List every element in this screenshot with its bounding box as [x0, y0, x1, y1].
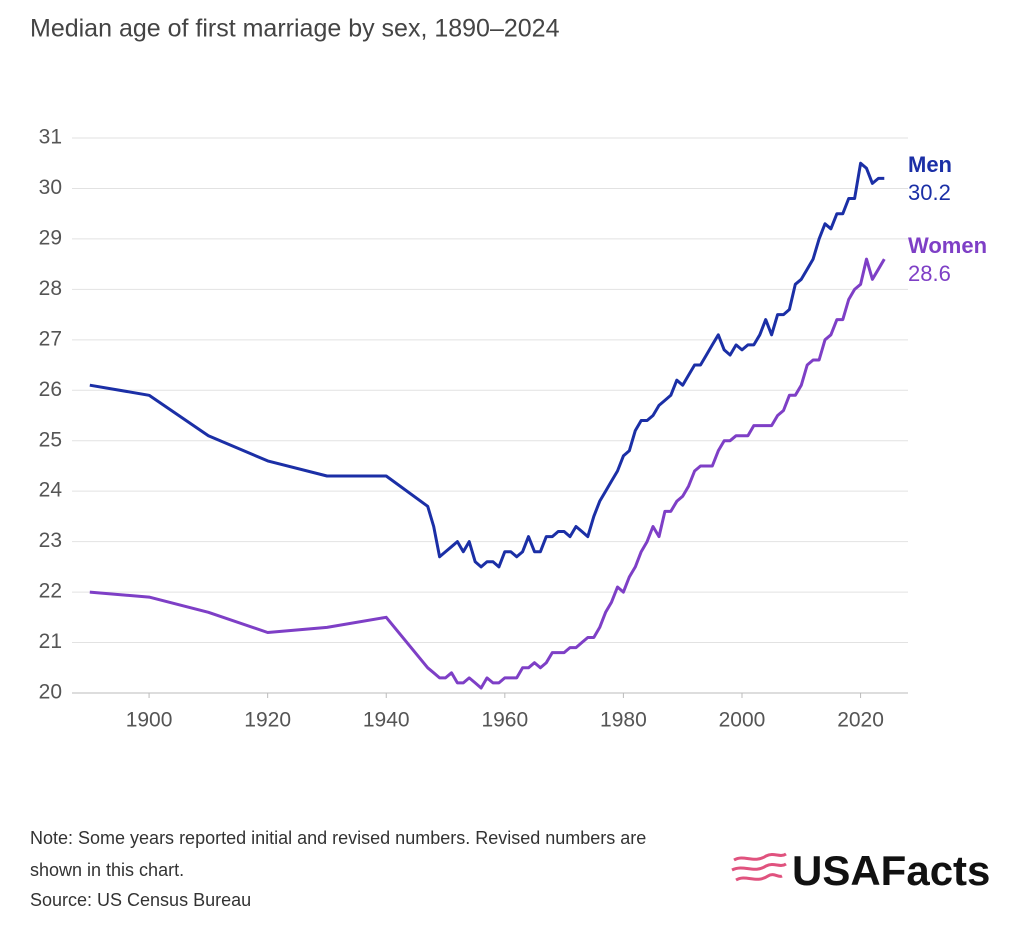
logo-text: USAFacts — [792, 847, 990, 894]
series-end-value: 30.2 — [908, 180, 951, 205]
y-tick-label: 31 — [39, 126, 62, 149]
y-tick-label: 24 — [39, 479, 63, 502]
y-tick-label: 29 — [39, 226, 62, 249]
logo: USAFacts — [731, 847, 990, 894]
y-tick-label: 30 — [39, 176, 62, 199]
series-label: Women — [908, 233, 987, 258]
y-tick-label: 27 — [39, 327, 62, 350]
chart-title: Median age of first marriage by sex, 189… — [30, 15, 560, 43]
x-tick-label: 1900 — [126, 709, 173, 732]
x-tick-label: 1920 — [244, 709, 291, 732]
x-tick-label: 2000 — [719, 709, 766, 732]
line — [89, 161, 885, 569]
source: Source: US Census Bureau — [30, 890, 252, 910]
y-tick-label: 21 — [39, 630, 62, 653]
line — [89, 257, 886, 690]
y-tick-label: 20 — [39, 681, 62, 704]
y-tick-label: 28 — [39, 277, 62, 300]
x-tick-label: 2020 — [837, 709, 884, 732]
series-end-value: 28.6 — [908, 261, 951, 286]
y-tick-label: 26 — [39, 378, 62, 401]
x-tick-label: 1940 — [363, 709, 410, 732]
logo-icon — [731, 852, 787, 882]
series-label: Men — [908, 152, 952, 177]
note: Note: Some years reported initial and re… — [30, 828, 647, 880]
y-tick-label: 25 — [39, 428, 62, 451]
x-tick-label: 1980 — [600, 709, 647, 732]
y-tick-label: 23 — [39, 529, 62, 552]
chart: Median age of first marriage by sex, 189… — [30, 15, 987, 732]
y-tick-label: 22 — [39, 580, 62, 603]
x-tick-label: 1960 — [481, 709, 528, 732]
